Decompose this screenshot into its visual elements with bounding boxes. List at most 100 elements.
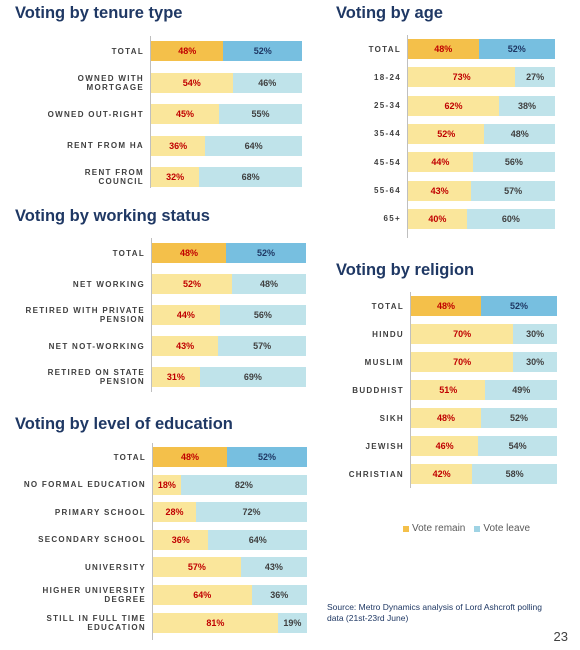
bar-row-total: TOTAL 48% 52% xyxy=(330,296,557,316)
data-label-remain: 54% xyxy=(182,77,201,88)
stacked-bar: 48% 52% xyxy=(408,39,555,59)
category-label: JEWISH xyxy=(365,441,404,451)
stacked-bar: 28% 72% xyxy=(153,502,307,523)
bar-row-sikh: SIKH 48% 52% xyxy=(330,408,557,428)
bar-leave: 55% xyxy=(218,104,302,124)
bar-leave: 57% xyxy=(471,180,555,201)
stacked-bar: 48% 52% xyxy=(411,408,557,428)
data-label-leave: 19% xyxy=(283,617,302,628)
bar-remain: 44% xyxy=(408,152,473,173)
data-label-leave: 64% xyxy=(244,140,263,151)
bar-leave: 56% xyxy=(219,305,306,325)
stacked-bar: 81% 19% xyxy=(153,612,307,633)
data-label-remain: 28% xyxy=(165,507,184,518)
bar-leave: 72% xyxy=(196,502,307,523)
bar-remain: 48% xyxy=(153,447,227,467)
bar-row-retired-with-private-pension: RETIRED WITH PRIVATE PENSION 44% 56% xyxy=(8,305,306,325)
bar-row-university: UNIVERSITY 57% 43% xyxy=(8,557,307,578)
data-label-leave: 46% xyxy=(258,77,277,88)
data-label-remain: 52% xyxy=(437,128,456,139)
chart-education: TOTAL 48% 52% NO FORMAL EDUCATION 18% 82% PRIM… xyxy=(8,443,307,640)
bar-leave: 46% xyxy=(232,72,302,93)
data-label-remain: 18% xyxy=(157,479,176,490)
stacked-bar: 70% 30% xyxy=(411,324,557,344)
data-label-remain: 48% xyxy=(178,46,197,56)
bar-row-35-44: 35-44 52% 48% xyxy=(330,123,555,144)
bar-leave: 30% xyxy=(513,352,557,372)
data-label-remain: 48% xyxy=(179,248,198,258)
data-label-leave: 57% xyxy=(253,341,272,351)
category-label: OWNED OUT-RIGHT xyxy=(47,109,144,119)
bar-remain: 36% xyxy=(153,529,209,550)
data-label-remain: 48% xyxy=(434,44,453,54)
data-label-leave: 52% xyxy=(510,413,529,423)
bar-row-secondary-school: SECONDARY SCHOOL 36% 64% xyxy=(8,529,307,550)
legend-item-remain: Vote remain xyxy=(403,523,465,534)
bar-leave: 57% xyxy=(218,336,306,356)
data-label-remain: 73% xyxy=(452,72,471,83)
category-label: RENT FROM COUNCIL xyxy=(84,168,144,186)
bar-remain: 81% xyxy=(153,612,278,633)
data-label-remain: 48% xyxy=(437,413,456,423)
data-label-leave: 72% xyxy=(242,507,261,518)
data-label-remain: 46% xyxy=(435,441,454,451)
bar-row-higher-university-degree: HIGHER UNIVERSITY DEGREE 64% 36% xyxy=(8,585,307,605)
bar-leave: 38% xyxy=(499,95,555,116)
data-label-remain: 44% xyxy=(176,310,195,320)
title-education: Voting by level of education xyxy=(15,415,233,433)
bar-row-buddhist: BUDDHIST 51% 49% xyxy=(330,380,557,400)
page-number: 23 xyxy=(553,629,568,644)
data-label-remain: 48% xyxy=(180,452,199,462)
category-label: 35-44 xyxy=(374,129,401,139)
data-label-leave: 54% xyxy=(508,441,527,451)
bar-row-retired-on-state-pension: RETIRED ON STATE PENSION 31% 69% xyxy=(8,367,306,387)
category-label: TOTAL xyxy=(112,248,145,258)
bar-row-25-34: 25-34 62% 38% xyxy=(330,95,555,116)
bar-remain: 32% xyxy=(151,167,200,187)
data-label-leave: 52% xyxy=(510,301,529,311)
stacked-bar: 48% 52% xyxy=(153,447,307,467)
category-axis xyxy=(150,36,151,188)
data-label-remain: 70% xyxy=(453,329,472,339)
bar-leave: 68% xyxy=(199,167,302,187)
data-label-leave: 27% xyxy=(526,72,545,83)
category-label: RENT FROM HA xyxy=(67,141,144,150)
bar-leave: 48% xyxy=(232,274,306,294)
bar-remain: 48% xyxy=(411,296,482,316)
bar-remain: 62% xyxy=(408,95,500,116)
bar-leave: 64% xyxy=(208,529,307,550)
title-working-status: Voting by working status xyxy=(15,207,210,225)
bar-row-still-in-full-time-education: STILL IN FULL TIME EDUCATION 81% 19% xyxy=(8,612,307,633)
stacked-bar: 36% 64% xyxy=(153,529,307,550)
category-label: SIKH xyxy=(379,413,404,423)
bar-remain: 54% xyxy=(151,72,233,93)
stacked-bar: 51% 49% xyxy=(411,380,557,400)
bar-row-net-not-working: NET NOT-WORKING 43% 57% xyxy=(8,336,306,356)
chart-working-status: TOTAL 48% 52% NET WORKING 52% 48% RETIRED WITH… xyxy=(8,238,306,392)
bar-remain: 48% xyxy=(152,243,226,263)
data-label-leave: 64% xyxy=(248,534,267,545)
category-label: RETIRED ON STATE PENSION xyxy=(47,368,145,386)
bar-leave: 54% xyxy=(478,436,557,456)
stacked-bar: 62% 38% xyxy=(408,95,555,116)
bar-leave: 27% xyxy=(515,67,555,88)
bar-leave: 52% xyxy=(481,408,557,428)
data-label-leave: 56% xyxy=(504,157,523,168)
stacked-bar: 42% 58% xyxy=(411,464,557,484)
stacked-bar: 48% 52% xyxy=(411,296,557,316)
stacked-bar: 36% 64% xyxy=(151,135,302,156)
bar-row-total: TOTAL 48% 52% xyxy=(8,447,307,467)
stacked-bar: 43% 57% xyxy=(152,336,306,356)
category-label: HIGHER UNIVERSITY DEGREE xyxy=(42,586,146,604)
bar-leave: 49% xyxy=(485,380,557,400)
data-label-leave: 36% xyxy=(270,590,289,600)
data-label-leave: 38% xyxy=(518,100,537,111)
bar-leave: 69% xyxy=(199,367,306,387)
data-label-leave: 52% xyxy=(257,452,276,462)
bar-row-rent-from-council: RENT FROM COUNCIL 32% 68% xyxy=(8,167,302,187)
category-label: MUSLIM xyxy=(364,357,404,367)
stacked-bar: 52% 48% xyxy=(152,274,306,294)
data-label-leave: 69% xyxy=(243,372,262,382)
bar-leave: 64% xyxy=(205,135,302,156)
data-label-remain: 81% xyxy=(206,617,225,628)
